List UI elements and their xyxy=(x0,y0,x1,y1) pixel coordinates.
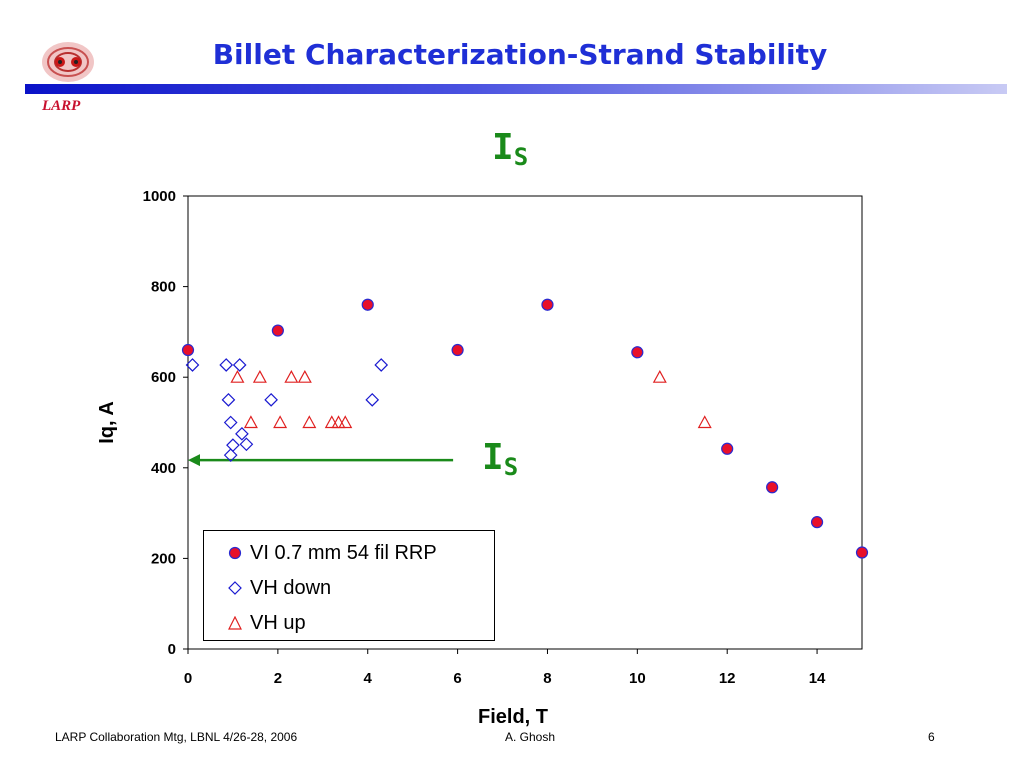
data-point-diamond xyxy=(226,438,240,452)
data-point-triangle xyxy=(297,369,312,383)
data-point-triangle xyxy=(331,415,346,429)
legend-marker-circle xyxy=(228,546,242,560)
y-tick-label: 400 xyxy=(151,460,176,477)
footer-page-number: 6 xyxy=(928,730,935,744)
y-tick-label: 200 xyxy=(151,550,176,567)
legend-item-series-2: VH down xyxy=(228,574,331,602)
data-point-triangle xyxy=(252,369,267,383)
x-axis-label: Field, T xyxy=(478,706,548,728)
footer-author: A. Ghosh xyxy=(505,730,556,744)
data-point-triangle xyxy=(697,415,712,429)
is-annotation-arrow-label: IS xyxy=(482,437,519,482)
data-point-circle xyxy=(541,298,554,311)
x-tick-label: 8 xyxy=(543,670,551,687)
data-point-diamond xyxy=(264,393,278,407)
y-axis-label: Iq, A xyxy=(96,401,118,444)
data-point-circle xyxy=(721,442,734,455)
legend-label-series-2: VH down xyxy=(250,576,332,599)
larp-logo xyxy=(42,42,94,82)
data-point-diamond xyxy=(365,393,380,407)
footer-meeting-info: LARP Collaboration Mtg, LBNL 4/26-28, 20… xyxy=(55,730,298,744)
title-underline-bar xyxy=(25,84,1007,94)
data-point-circle xyxy=(855,546,869,559)
x-tick-label: 4 xyxy=(364,670,373,687)
y-tick-label: 600 xyxy=(151,369,176,386)
data-point-diamond xyxy=(374,358,389,372)
data-point-circle xyxy=(361,298,374,311)
data-point-diamond xyxy=(221,393,236,407)
data-point-diamond xyxy=(223,448,238,462)
data-point-triangle xyxy=(652,369,667,383)
chart-legend: VI 0.7 mm 54 fil RRP VH down VH up xyxy=(203,530,495,641)
data-point-triangle xyxy=(273,415,288,429)
data-point-circle xyxy=(766,481,779,494)
data-point-diamond xyxy=(185,358,200,372)
legend-label-series-1: VI 0.7 mm 54 fil RRP xyxy=(250,541,437,564)
data-point-triangle xyxy=(230,369,245,383)
data-point-diamond xyxy=(235,426,249,441)
x-tick-label: 0 xyxy=(184,670,192,687)
x-tick-label: 6 xyxy=(453,670,461,687)
y-tick-label: 0 xyxy=(168,641,176,658)
x-tick-label: 12 xyxy=(719,670,736,687)
legend-item-series-1: VI 0.7 mm 54 fil RRP xyxy=(228,539,437,567)
data-point-circle xyxy=(810,516,824,529)
plot-area-frame xyxy=(187,195,863,650)
legend-marker-triangle xyxy=(228,616,242,630)
is-arrow-head xyxy=(188,454,200,467)
data-point-diamond xyxy=(223,415,238,430)
y-tick-label: 800 xyxy=(151,279,176,296)
data-point-diamond xyxy=(219,358,234,372)
legend-label-series-3: VH up xyxy=(250,611,306,634)
data-point-diamond xyxy=(232,358,247,372)
y-tick-label: 1000 xyxy=(143,188,176,205)
data-point-circle xyxy=(271,324,284,337)
x-tick-label: 2 xyxy=(274,670,282,687)
larp-logo-text: LARP xyxy=(42,98,81,114)
data-point-diamond xyxy=(239,437,254,452)
data-point-triangle xyxy=(284,369,299,383)
data-point-triangle xyxy=(324,415,339,429)
data-point-triangle xyxy=(338,415,353,429)
data-point-circle xyxy=(631,346,644,359)
x-tick-label: 14 xyxy=(809,670,826,687)
data-point-circle xyxy=(451,343,464,357)
data-point-circle xyxy=(181,343,195,357)
data-point-triangle xyxy=(243,415,258,429)
slide-title: Billet Characterization-Strand Stability xyxy=(212,38,828,71)
is-annotation-top: IS xyxy=(492,127,529,172)
legend-marker-diamond xyxy=(228,581,242,595)
x-tick-label: 10 xyxy=(629,670,646,687)
data-point-triangle xyxy=(302,415,317,429)
legend-item-series-3: VH up xyxy=(228,609,306,637)
